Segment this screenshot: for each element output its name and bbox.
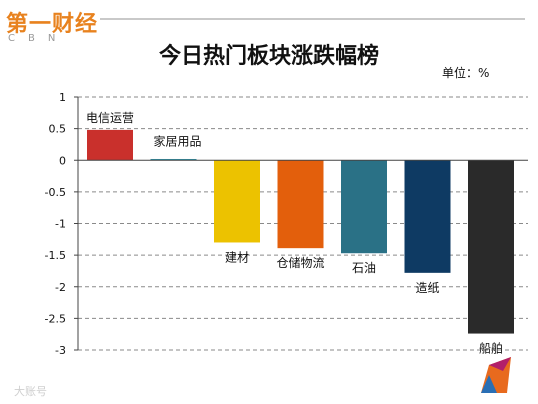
bar [468,160,514,333]
y-tick-label: 0.5 [49,123,67,136]
category-label: 造纸 [415,281,439,295]
category-label: 家居用品 [154,133,202,148]
category-label: 船舶 [479,341,503,356]
y-tick-label: -2 [55,281,66,294]
bar [214,160,260,242]
watermark: 大账号 [14,383,47,399]
bar [341,160,387,253]
y-tick-label: -0.5 [45,186,66,199]
category-label: 建材 [225,250,249,264]
y-tick-label: 0 [59,154,66,167]
bar [278,160,324,248]
y-tick-label: -2.5 [45,312,66,325]
category-label: 电信运营 [86,111,134,125]
y-tick-label: 1 [59,91,66,104]
category-label: 石油 [352,261,376,275]
category-label: 仓储物流 [276,255,324,270]
corner-logo-icon [477,357,513,393]
y-tick-label: -1.5 [45,249,66,262]
bar [405,160,451,273]
y-tick-label: -1 [55,218,66,231]
y-tick-label: -3 [55,344,66,357]
bar [87,130,133,160]
